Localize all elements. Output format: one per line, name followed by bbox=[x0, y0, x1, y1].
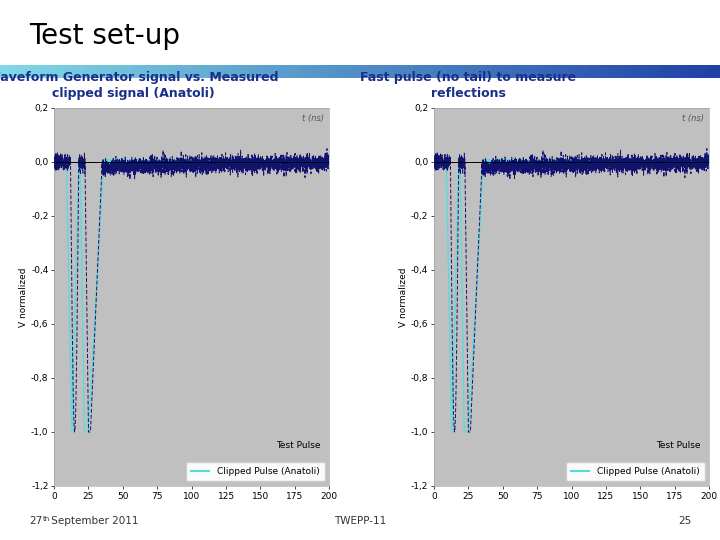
Text: Test set-up: Test set-up bbox=[29, 22, 180, 50]
Text: reflections: reflections bbox=[431, 87, 505, 100]
Text: t (ns): t (ns) bbox=[682, 114, 703, 123]
Text: Fast pulse (no tail) to measure: Fast pulse (no tail) to measure bbox=[360, 71, 576, 84]
Text: Test Pulse: Test Pulse bbox=[276, 441, 321, 450]
Text: Test Pulse: Test Pulse bbox=[657, 441, 701, 450]
Text: 27: 27 bbox=[29, 516, 42, 526]
Y-axis label: V normalized: V normalized bbox=[399, 267, 408, 327]
Legend: Clipped Pulse (Anatoli): Clipped Pulse (Anatoli) bbox=[566, 462, 705, 482]
Y-axis label: V normalized: V normalized bbox=[19, 267, 28, 327]
Text: th: th bbox=[43, 516, 50, 522]
Legend: Clipped Pulse (Anatoli): Clipped Pulse (Anatoli) bbox=[186, 462, 325, 482]
Text: TWEPP-11: TWEPP-11 bbox=[334, 516, 386, 526]
Text: Waveform Generator signal vs. Measured: Waveform Generator signal vs. Measured bbox=[0, 71, 279, 84]
Text: clipped signal (Anatoli): clipped signal (Anatoli) bbox=[52, 87, 215, 100]
Text: t (ns): t (ns) bbox=[302, 114, 324, 123]
Text: 25: 25 bbox=[678, 516, 691, 526]
Text: September 2011: September 2011 bbox=[48, 516, 139, 526]
